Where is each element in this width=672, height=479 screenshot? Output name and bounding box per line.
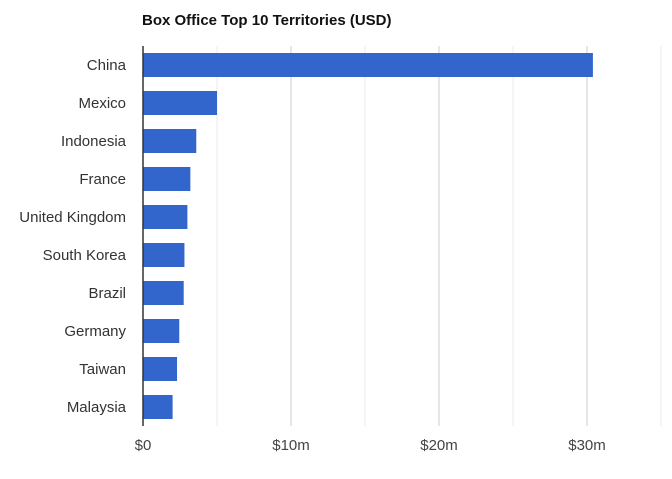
- bar-brazil: [143, 281, 184, 305]
- bar-china: [143, 53, 593, 77]
- x-tick-label: $30m: [568, 437, 606, 454]
- category-label: United Kingdom: [19, 209, 126, 226]
- category-label: Taiwan: [79, 361, 126, 378]
- bar-taiwan: [143, 357, 178, 381]
- x-tick-label: $0: [135, 437, 152, 454]
- category-label: China: [87, 57, 127, 74]
- bar-malaysia: [143, 395, 173, 419]
- category-label: Mexico: [78, 95, 126, 112]
- bar-indonesia: [143, 129, 197, 153]
- category-label: Indonesia: [61, 133, 127, 150]
- bar-south-korea: [143, 243, 185, 267]
- bar-germany: [143, 319, 180, 343]
- x-tick-label: $10m: [272, 437, 310, 454]
- bar-united-kingdom: [143, 205, 188, 229]
- category-label: France: [79, 171, 126, 188]
- category-label: Malaysia: [67, 399, 127, 416]
- bar-france: [143, 167, 191, 191]
- x-tick-label: $20m: [420, 437, 458, 454]
- category-label: South Korea: [43, 247, 127, 264]
- category-label: Brazil: [88, 285, 126, 302]
- category-label: Germany: [64, 323, 126, 340]
- bar-mexico: [143, 91, 217, 115]
- chart-title: Box Office Top 10 Territories (USD): [142, 12, 392, 29]
